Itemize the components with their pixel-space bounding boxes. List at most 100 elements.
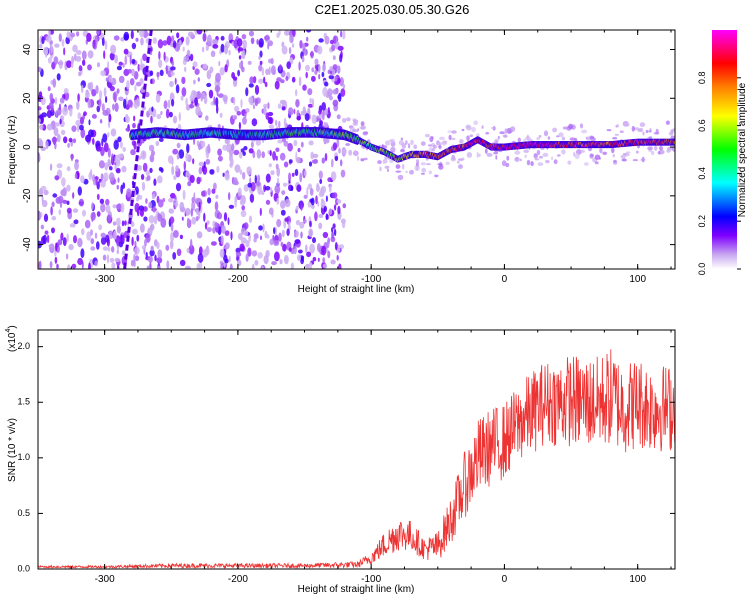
noise-speckle [166, 35, 172, 46]
noise-speckle [46, 234, 50, 244]
noise-speckle [303, 219, 307, 224]
noise-speckle [70, 61, 74, 69]
noise-speckle [303, 194, 308, 199]
noise-speckle [320, 187, 325, 196]
noise-speckle [148, 255, 153, 263]
noise-speckle [240, 98, 243, 109]
y-tick-label: 0.0 [17, 563, 30, 573]
noise-speckle [568, 123, 573, 130]
noise-speckle [131, 68, 136, 77]
noise-speckle [183, 55, 190, 62]
noise-speckle [227, 217, 230, 226]
noise-speckle [169, 239, 174, 250]
noise-speckle [602, 151, 608, 155]
noise-speckle [116, 184, 120, 190]
noise-speckle [216, 104, 219, 114]
noise-speckle [66, 207, 72, 214]
noise-speckle [55, 110, 58, 117]
noise-speckle [272, 151, 277, 161]
noise-speckle [509, 126, 516, 132]
noise-speckle [40, 212, 43, 218]
noise-speckle [157, 39, 164, 49]
noise-speckle [274, 251, 280, 262]
noise-speckle [55, 242, 58, 252]
noise-speckle [156, 265, 161, 269]
noise-speckle [203, 161, 206, 169]
noise-speckle [233, 149, 240, 156]
noise-speckle [416, 159, 420, 165]
noise-speckle [132, 122, 136, 129]
noise-speckle [48, 102, 54, 110]
noise-speckle [307, 103, 314, 108]
noise-speckle [62, 187, 67, 197]
noise-speckle [94, 232, 98, 239]
noise-speckle [92, 39, 96, 49]
noise-speckle [150, 245, 154, 252]
noise-speckle [210, 50, 216, 58]
noise-speckle [261, 67, 265, 76]
noise-speckle [87, 98, 91, 109]
noise-speckle [158, 137, 164, 142]
noise-speckle [558, 132, 564, 138]
noise-speckle [290, 185, 294, 191]
noise-speckle [340, 30, 343, 38]
noise-speckle [184, 265, 191, 269]
noise-speckle [407, 143, 411, 149]
x-tick-label: 100 [629, 574, 646, 585]
noise-speckle [204, 222, 208, 230]
noise-speckle [280, 79, 285, 84]
noise-speckle [424, 133, 430, 138]
noise-speckle [261, 190, 265, 196]
noise-speckle [103, 50, 106, 60]
noise-speckle [114, 54, 118, 64]
noise-speckle [437, 163, 444, 166]
noise-speckle [485, 131, 490, 135]
noise-speckle [189, 174, 195, 184]
noise-speckle [81, 50, 87, 60]
noise-speckle [273, 240, 280, 246]
noise-speckle [86, 231, 92, 241]
noise-speckle [234, 164, 241, 173]
noise-speckle [360, 121, 365, 127]
noise-speckle [253, 237, 257, 243]
noise-speckle [267, 102, 270, 110]
noise-speckle [228, 49, 231, 56]
noise-speckle [311, 114, 317, 124]
noise-speckle [46, 123, 53, 131]
noise-speckle [142, 162, 148, 172]
noise-speckle [117, 177, 120, 183]
noise-speckle [51, 216, 57, 221]
noise-speckle [306, 30, 312, 33]
noise-speckle [40, 224, 45, 230]
noise-speckle [324, 139, 330, 144]
snr-x-ticks: -300 -200 -100 0 100 [37, 330, 672, 585]
noise-speckle [651, 150, 655, 156]
noise-speckle [534, 158, 540, 161]
noise-speckle [397, 174, 404, 181]
noise-speckle [294, 239, 301, 245]
y-tick-label: 1.5 [17, 397, 30, 407]
noise-speckle [275, 163, 279, 170]
noise-speckle [308, 161, 313, 167]
noise-speckle [108, 113, 112, 123]
noise-speckle [113, 140, 119, 150]
noise-speckle [100, 180, 106, 188]
noise-speckle [567, 160, 572, 165]
noise-speckle [218, 60, 221, 67]
noise-speckle [257, 174, 261, 183]
noise-speckle [278, 30, 281, 36]
noise-speckle [637, 128, 641, 132]
noise-speckle [103, 142, 109, 153]
noise-speckle [73, 235, 77, 244]
noise-speckle [309, 97, 313, 104]
noise-speckle [247, 247, 252, 257]
noise-speckle [111, 153, 114, 163]
noise-speckle [319, 178, 323, 184]
noise-speckle [325, 213, 329, 221]
noise-speckle [613, 159, 617, 163]
noise-speckle [254, 84, 260, 95]
noise-speckle [51, 201, 55, 208]
noise-speckle [121, 165, 127, 173]
noise-speckle [395, 170, 402, 173]
